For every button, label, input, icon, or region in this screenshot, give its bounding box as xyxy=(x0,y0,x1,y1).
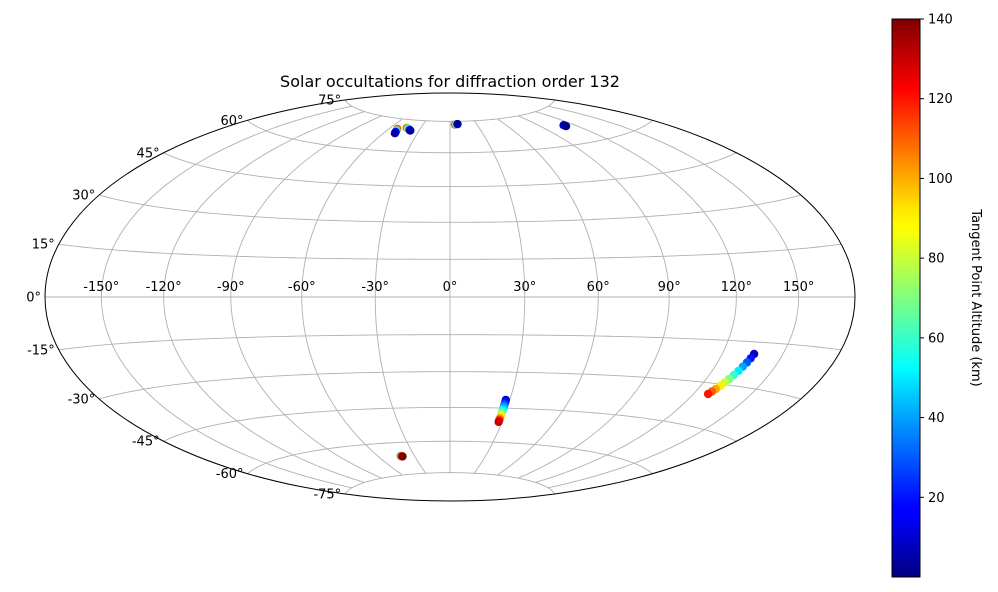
colorbar-tick-label: 140 xyxy=(928,13,953,28)
parallel-line xyxy=(58,243,842,260)
colorbar-tick-label: 100 xyxy=(928,172,953,187)
longitude-tick-label: 90° xyxy=(658,280,681,295)
parallel-line xyxy=(163,152,737,188)
colorbar-tick-label: 60 xyxy=(928,331,945,346)
parallel-line xyxy=(344,472,556,495)
scatter-point xyxy=(561,121,571,131)
parallel-line xyxy=(344,99,556,122)
latitude-tick-label: 30° xyxy=(72,189,95,204)
latitude-tick-label: -15° xyxy=(27,343,55,358)
parallel-line xyxy=(58,334,842,351)
latitude-tick-label: 60° xyxy=(220,114,243,129)
longitude-tick-label: -90° xyxy=(217,280,245,295)
scatter-point xyxy=(494,417,503,427)
chart-title: Solar occultations for diffraction order… xyxy=(280,72,620,91)
longitude-tick-label: 0° xyxy=(443,280,458,295)
parallel-line xyxy=(99,194,801,223)
scatter-point xyxy=(398,452,407,461)
latitude-tick-label: 45° xyxy=(137,146,160,161)
scatter-point xyxy=(406,126,415,135)
colorbar-label: Tangent Point Altitude (km) xyxy=(968,208,983,386)
parallel-line xyxy=(99,371,801,400)
latitude-tick-label: 15° xyxy=(32,238,55,253)
longitude-tick-label: -120° xyxy=(146,280,182,295)
latitude-tick-label: -30° xyxy=(68,393,96,408)
longitude-tick-label: -150° xyxy=(83,280,119,295)
colorbar-tick-label: 120 xyxy=(928,92,953,107)
colorbar-gradient xyxy=(891,18,921,578)
longitude-tick-label: 120° xyxy=(721,280,752,295)
parallel-line xyxy=(163,406,737,442)
colorbar-tick-label: 40 xyxy=(928,411,945,426)
parallel-line xyxy=(247,440,653,475)
scatter-point xyxy=(453,119,462,129)
latitude-tick-label: -60° xyxy=(216,467,244,482)
latitude-tick-labels: 75° 60° 45° 30° 15° 0° -15° -30° -45° -60° -75° xyxy=(26,94,341,503)
colorbar-ticks: 20 40 60 80 100 120 140 xyxy=(920,13,953,506)
latitude-tick-label: 75° xyxy=(318,94,341,109)
longitude-tick-label: 30° xyxy=(513,280,536,295)
map-grid xyxy=(45,99,855,495)
parallel-line xyxy=(247,119,653,154)
longitude-tick-label: 60° xyxy=(587,280,610,295)
latitude-tick-label: -45° xyxy=(132,435,160,450)
longitude-tick-label: -30° xyxy=(361,280,389,295)
longitude-tick-label: 150° xyxy=(783,280,814,295)
scatter-points xyxy=(390,119,759,461)
longitude-tick-label: -60° xyxy=(288,280,316,295)
colorbar-tick-label: 20 xyxy=(928,491,945,506)
longitude-tick-labels: -150° -120° -90° -60° -30° 0° 30° 60° 90° 120° 150… xyxy=(83,280,814,295)
colorbar-tick-label: 80 xyxy=(928,252,945,267)
map-boundary xyxy=(44,92,856,502)
scatter-point xyxy=(390,129,400,138)
scatter-point xyxy=(703,389,713,399)
latitude-tick-label: 0° xyxy=(26,291,41,306)
colorbar: 20 40 60 80 100 120 140 Tangent Point Altitude… xyxy=(891,13,983,578)
latitude-tick-label: -75° xyxy=(313,488,341,503)
